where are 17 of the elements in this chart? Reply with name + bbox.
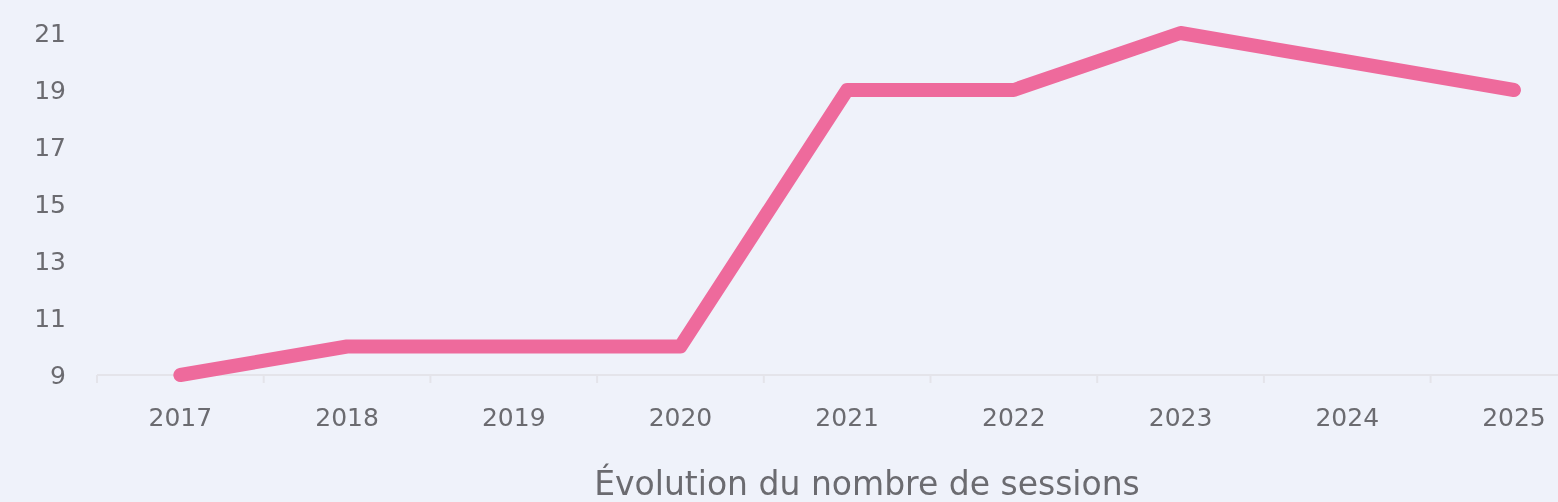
x-tick-label: 2023 <box>1148 403 1213 432</box>
y-tick-label: 17 <box>34 132 66 162</box>
y-tick-label: 21 <box>34 18 66 48</box>
y-tick-label: 15 <box>34 189 66 219</box>
x-axis-title: Évolution du nombre de sessions <box>594 463 1140 502</box>
x-tick-label: 2022 <box>982 403 1046 432</box>
x-tick-label: 2025 <box>1482 403 1546 432</box>
x-tick-label: 2020 <box>648 403 713 432</box>
y-tick-label: 19 <box>34 75 66 105</box>
x-tick-label: 2019 <box>481 403 546 432</box>
y-tick-label: 13 <box>34 246 66 276</box>
x-tick-label: 2017 <box>148 403 213 432</box>
y-tick-label: 11 <box>34 303 66 333</box>
x-tick-label: 2024 <box>1315 403 1380 432</box>
y-tick-label: 9 <box>50 360 66 390</box>
x-tick-label: 2018 <box>315 403 379 432</box>
x-tick-label: 2021 <box>815 403 879 432</box>
